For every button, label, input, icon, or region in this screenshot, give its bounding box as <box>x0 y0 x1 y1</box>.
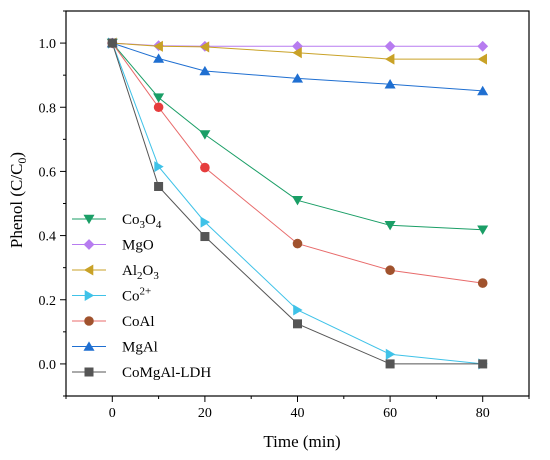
series-mgo <box>106 37 489 52</box>
data-point-mgal-5 <box>477 85 489 96</box>
series-co3o4 <box>106 38 489 235</box>
data-point-coal-3 <box>292 238 303 249</box>
data-point-co2-4 <box>385 348 396 360</box>
legend-label-al2o3: Al2O3 <box>122 263 159 282</box>
legend-label-part: CoAl <box>122 314 155 330</box>
legend-label-coal: CoAl <box>122 314 155 330</box>
legend-marker-mgo <box>83 239 95 250</box>
data-point-al2o3-2 <box>199 41 210 53</box>
y-tick-label-5: 1.0 <box>39 37 57 52</box>
data-point-mgal-1 <box>153 53 165 63</box>
data-point-comgal-2 <box>200 232 210 242</box>
y-tick-label-2: 0.4 <box>39 230 57 245</box>
legend-marker-comgal <box>84 367 94 377</box>
legend-label-part: MgAl <box>122 340 158 356</box>
legend-label-part: CoMgAl-LDH <box>122 365 211 381</box>
data-point-co2-1 <box>154 161 164 173</box>
y-axis-title-close: ) <box>7 152 26 158</box>
legend-label-mgal: MgAl <box>122 340 158 356</box>
data-point-mgo-5 <box>477 40 489 52</box>
y-tick-label-0: 0.0 <box>39 358 57 373</box>
legend-label-part: Co <box>122 212 140 228</box>
data-point-comgal-0 <box>107 38 117 48</box>
data-point-coal-5 <box>477 278 488 288</box>
data-point-comgal-1 <box>154 181 164 191</box>
legend-label-co2: Co2+ <box>122 286 151 305</box>
data-point-co3o4-5 <box>477 225 489 235</box>
legend-label-co3o4: Co3O4 <box>122 212 162 231</box>
legend-marker-al2o3 <box>83 264 94 276</box>
data-point-al2o3-1 <box>153 40 163 52</box>
y-tick-label-1: 0.2 <box>39 294 57 309</box>
legend-marker-coal <box>84 316 94 326</box>
legend-marker-co2 <box>84 289 95 302</box>
legend-marker-mgal <box>83 341 95 351</box>
series-line-co2 <box>111 42 483 365</box>
y-tick-label-3: 0.6 <box>39 165 57 180</box>
legend-label-part: 3 <box>140 219 146 231</box>
data-point-mgal-3 <box>291 73 304 83</box>
legend-label-part: Co <box>122 289 140 305</box>
legend-label-part: 2+ <box>140 286 152 298</box>
series-line-mgal <box>112 42 483 92</box>
data-point-co2-3 <box>293 304 303 316</box>
x-tick-label-3: 60 <box>383 406 397 421</box>
x-tick-label-1: 20 <box>198 406 212 421</box>
series-mgal <box>106 37 489 96</box>
y-axis-title-main: Phenol (C/C <box>7 164 26 249</box>
data-point-co2-2 <box>200 216 210 228</box>
data-point-comgal-3 <box>292 319 302 329</box>
series-line-comgal <box>111 42 483 365</box>
data-point-co3o4-4 <box>384 221 396 231</box>
legend-label-part: MgO <box>122 238 154 254</box>
data-point-al2o3-4 <box>385 53 395 65</box>
data-point-mgal-2 <box>199 65 211 76</box>
legend-label-part: Al <box>122 263 137 279</box>
data-point-co3o4-2 <box>199 130 211 140</box>
legend-label-part: 3 <box>153 270 159 282</box>
data-point-coal-2 <box>200 162 210 173</box>
data-point-co3o4-3 <box>291 195 304 206</box>
data-point-comgal-4 <box>385 359 395 369</box>
data-point-comgal-5 <box>478 359 488 369</box>
data-point-coal-4 <box>385 265 395 276</box>
data-point-al2o3-3 <box>292 47 302 59</box>
x-tick-label-0: 0 <box>109 406 116 421</box>
plot-layer: 0 20 40 60 80 0.0 0.2 0.4 0.6 0.8 1.0 <box>39 10 530 421</box>
x-axis-title: Time (min) <box>263 432 340 451</box>
x-tick-label-4: 80 <box>476 406 490 421</box>
legend-marker-co3o4 <box>83 214 95 225</box>
series-comgal <box>107 38 488 369</box>
legend-label-part: O <box>145 212 156 228</box>
legend-label-part: 4 <box>156 219 162 231</box>
legend-label-part: 2 <box>137 270 143 282</box>
series-line-co3o4 <box>111 42 483 231</box>
series-line-coal <box>111 42 483 284</box>
data-point-co3o4-1 <box>153 93 165 103</box>
legend-label-comgal: CoMgAl-LDH <box>122 365 211 381</box>
data-point-mgo-4 <box>384 40 396 52</box>
y-axis-title: Phenol (C/C0) <box>7 152 29 248</box>
data-point-coal-1 <box>153 102 164 113</box>
legend-label-mgo: MgO <box>122 238 154 254</box>
y-tick-label-4: 0.8 <box>39 101 57 116</box>
data-point-mgal-4 <box>384 79 396 89</box>
x-tick-label-2: 40 <box>291 406 305 421</box>
legend-label-part: O <box>143 263 154 279</box>
series-line-al2o3 <box>112 42 483 60</box>
y-axis-title-subscript: 0 <box>15 158 29 164</box>
data-point-al2o3-5 <box>477 53 488 65</box>
